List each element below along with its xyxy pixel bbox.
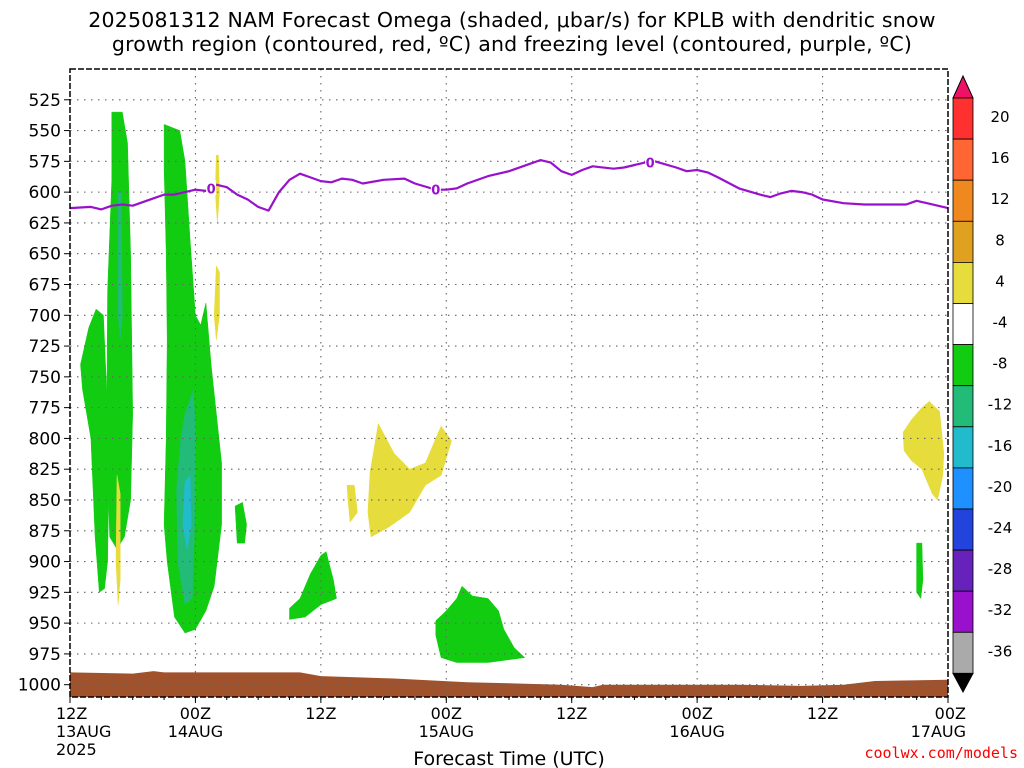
colorbar-segment xyxy=(952,138,974,181)
x-tick-label: 12Z xyxy=(305,704,336,723)
colorbar-label: 4 xyxy=(995,272,1005,290)
colorbar-segment xyxy=(952,631,974,674)
chart-title: 2025081312 NAM Forecast Omega (shaded, μ… xyxy=(0,8,1024,56)
colorbar-label: -28 xyxy=(988,560,1013,578)
colorbar-bottom-arrow xyxy=(952,672,974,694)
freezing-level-label-bg xyxy=(206,180,217,196)
colorbar-label: -8 xyxy=(993,355,1008,373)
y-tick-label: 875 xyxy=(29,522,61,542)
x-axis-label: Forecast Time (UTC) xyxy=(413,748,604,768)
colorbar-segment xyxy=(952,590,974,633)
terrain-fill xyxy=(70,671,948,697)
y-tick-label: 975 xyxy=(29,645,61,665)
omega-shaded-region xyxy=(234,502,247,544)
y-tick-label: 1000 xyxy=(18,676,61,696)
omega-shaded-region xyxy=(289,551,337,620)
x-tick-label: 00Z xyxy=(431,704,462,723)
omega-shaded-region xyxy=(80,308,109,593)
x-tick-label: 00Z xyxy=(180,704,211,723)
colorbar-segment xyxy=(952,97,974,140)
colorbar-segment xyxy=(952,179,974,222)
x-tick-label: 12Z xyxy=(56,704,87,723)
colorbar-label: -16 xyxy=(988,437,1013,455)
omega-shaded-region xyxy=(213,265,220,341)
freezing-level-label-bg xyxy=(645,154,656,170)
y-tick-label: 650 xyxy=(29,245,61,265)
omega-shaded-region xyxy=(435,585,525,663)
colorbar-label: -24 xyxy=(988,519,1013,537)
x-tick-date-label: 17AUG xyxy=(911,722,966,741)
y-tick-label: 850 xyxy=(29,491,61,511)
colorbar-label: -32 xyxy=(988,601,1013,619)
y-tick-label: 625 xyxy=(29,214,61,234)
y-tick-label: 775 xyxy=(29,399,61,419)
omega-shaded-region xyxy=(902,401,945,501)
freezing-level-label: 0 xyxy=(207,182,216,197)
x-tick-date-label: 13AUG xyxy=(56,722,111,741)
x-tick-label: 00Z xyxy=(935,704,966,723)
colorbar-label: -20 xyxy=(988,478,1013,496)
plot-frame xyxy=(69,68,949,698)
y-tick-label: 600 xyxy=(29,183,61,203)
colorbar-segment xyxy=(952,549,974,592)
x-tick-label: 12Z xyxy=(556,704,587,723)
colorbar-top-arrow xyxy=(952,74,974,99)
x-tick-date-label: 15AUG xyxy=(419,722,474,741)
colorbar-segment xyxy=(952,385,974,428)
colorbar-label: 8 xyxy=(995,231,1005,249)
colorbar-label: 20 xyxy=(990,108,1009,126)
freezing-level-label: 0 xyxy=(431,184,440,199)
omega-shaded-region xyxy=(117,191,123,341)
omega-shaded-region xyxy=(916,542,924,599)
omega-shaded-region xyxy=(367,423,452,538)
freezing-level-label: 0 xyxy=(646,157,655,172)
colorbar-segment xyxy=(952,508,974,551)
x-tick-label: 12Z xyxy=(807,704,838,723)
x-tick-year-label: 2025 xyxy=(56,740,97,759)
x-tick-label: 00Z xyxy=(681,704,712,723)
y-tick-label: 825 xyxy=(29,460,61,480)
colorbar-label: -12 xyxy=(988,396,1013,414)
y-tick-label: 950 xyxy=(29,614,61,634)
colorbar-label: -36 xyxy=(988,642,1013,660)
colorbar-segment xyxy=(952,467,974,510)
freezing-level-label-bg xyxy=(430,181,441,197)
colorbar-segment xyxy=(952,303,974,345)
colorbar-segment xyxy=(952,426,974,469)
title-line-2: growth region (contoured, red, ºC) and f… xyxy=(111,32,913,56)
omega-shaded-region xyxy=(346,484,358,523)
y-tick-label: 925 xyxy=(29,583,61,603)
y-tick-label: 575 xyxy=(29,152,61,172)
colorbar-label: 16 xyxy=(990,149,1009,167)
y-tick-label: 700 xyxy=(29,306,61,326)
y-tick-label: 900 xyxy=(29,553,61,573)
colorbar-segment xyxy=(952,344,974,387)
y-tick-label: 800 xyxy=(29,429,61,449)
y-tick-label: 750 xyxy=(29,368,61,388)
colorbar-segment xyxy=(952,261,974,304)
x-tick-date-label: 14AUG xyxy=(168,722,223,741)
title-line-1: 2025081312 NAM Forecast Omega (shaded, μ… xyxy=(88,8,936,32)
y-tick-label: 525 xyxy=(29,91,61,111)
source-watermark: coolwx.com/models xyxy=(864,744,1018,762)
y-tick-label: 675 xyxy=(29,275,61,295)
colorbar-segment xyxy=(952,220,974,263)
colorbar-label: 12 xyxy=(990,190,1009,208)
y-tick-label: 725 xyxy=(29,337,61,357)
x-tick-date-label: 16AUG xyxy=(669,722,724,741)
y-tick-label: 550 xyxy=(29,122,61,142)
freezing-level-line xyxy=(69,159,949,212)
colorbar-label: -4 xyxy=(993,314,1008,332)
omega-shaded-region xyxy=(115,475,121,605)
